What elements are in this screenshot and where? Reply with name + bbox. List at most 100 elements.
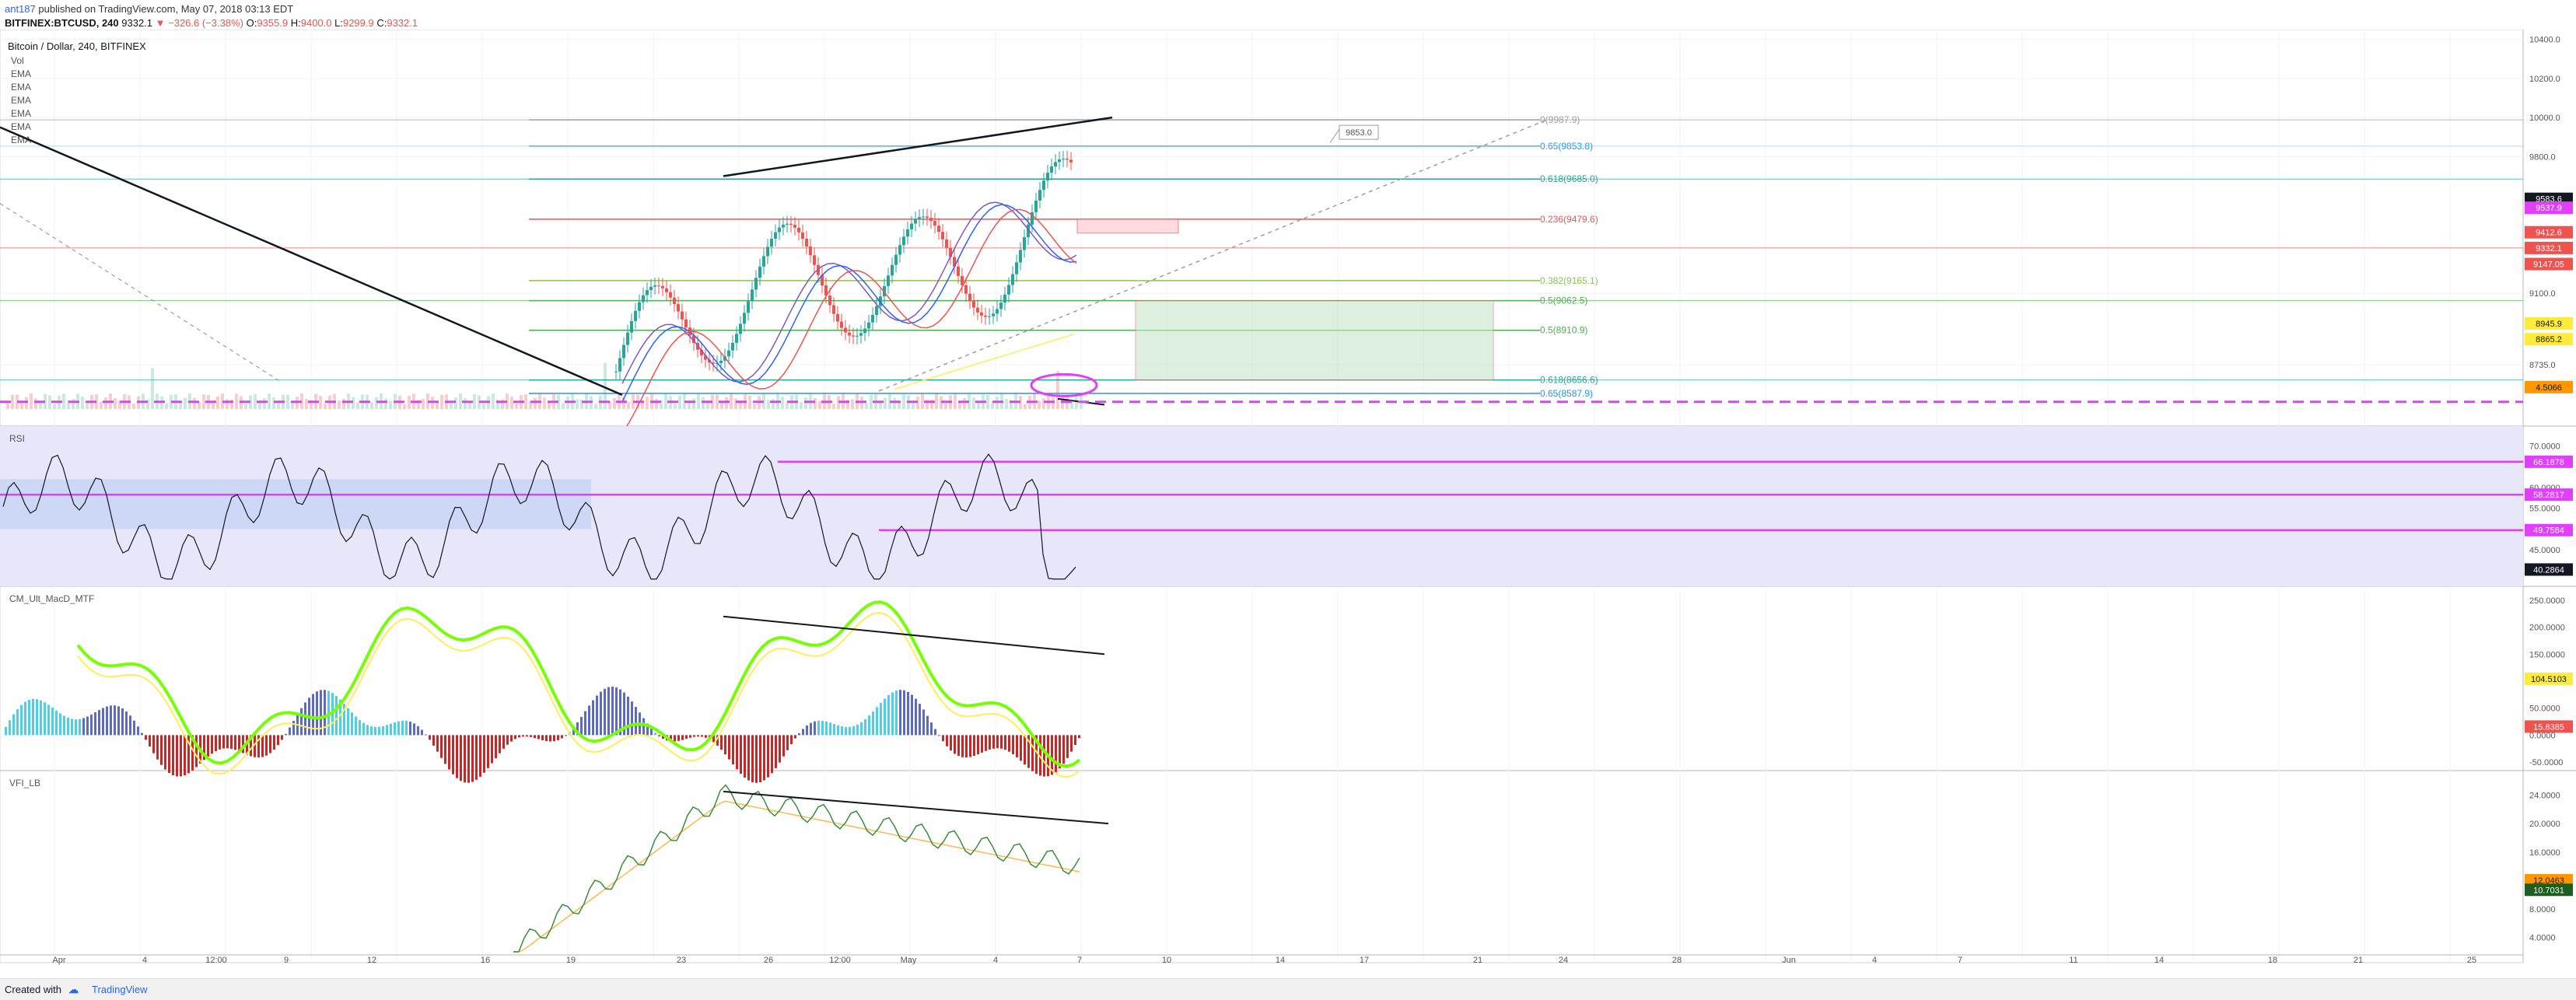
macd-histogram-bar [211,735,213,754]
volume-bar [104,397,107,409]
macd-histogram-bar [168,735,170,774]
candle-body [743,313,746,324]
candle-body [684,319,688,328]
candle-body [735,334,738,343]
price-label: 9537.9 [2536,204,2562,213]
macd-histogram-bar [798,733,800,736]
time-tick: 7 [1077,956,1082,965]
macd-histogram-bar [117,706,120,736]
volume-bar [534,397,537,409]
macd-histogram-bar [106,706,108,736]
macd-histogram-bar [518,735,520,738]
macd-histogram-bar [635,707,637,736]
macd-histogram-bar [950,735,952,751]
volume-bar [991,403,994,409]
macd-histogram-bar [51,708,54,736]
volume-bar [958,400,961,409]
volume-bar [67,400,70,409]
macd-histogram-bar [1039,735,1041,776]
time-tick: 23 [677,956,686,965]
candle-body [964,285,968,294]
volume-bar [641,402,644,409]
vfi-tick: 16.0000 [2529,848,2560,858]
macd-histogram-bar [409,722,411,736]
volume-bar [39,400,42,409]
macd-histogram-bar [549,735,551,742]
volume-bar [436,402,439,409]
time-tick: 21 [2354,956,2363,965]
macd-tick: 150.0000 [2529,650,2565,659]
candle-body [797,227,800,233]
macd-histogram-bar [254,735,256,757]
macd-histogram-bar [12,714,15,736]
vfi-divergence-line [723,790,1109,825]
candle-body [1003,294,1006,303]
volume-bar [86,403,89,409]
volume-bar [100,401,103,409]
volume-bar [725,397,728,409]
volume-bar [879,401,882,409]
macd-histogram-bar [1008,735,1010,752]
macd-histogram-bar [833,724,835,736]
volume-bar [230,400,233,409]
candle-body [1011,274,1014,285]
price-tick: 9100.0 [2529,289,2556,299]
time-tick: 16 [481,956,490,965]
volume-bar [935,393,938,409]
candle-body [630,320,633,333]
volume-bar [515,403,518,409]
tradingview-brand[interactable]: TradingView [92,984,148,995]
macd-histogram-bar [903,690,905,736]
author-link[interactable]: ant187 [5,3,36,15]
macd-histogram-bar [397,721,400,736]
candle-body [863,328,866,334]
macd-histogram-bar [732,735,734,765]
volume-bar [1042,398,1045,409]
candle-body [1058,159,1061,163]
candle-body [805,239,808,247]
macd-histogram-bar [312,694,314,736]
macd-histogram-bar [460,735,462,781]
volume-bar [706,402,709,409]
price-label-bg [2525,201,2573,215]
macd-histogram-bar [771,735,773,774]
macd-histogram-bar [841,726,843,736]
volume-bar [48,395,51,409]
rsi-line [2,453,1076,580]
chart-svg[interactable]: 10400.0 10200.0 10000.0 9800.0 9100.0 8735.0 B… [0,29,2576,978]
macd-histogram-bar [347,708,349,736]
volume-bar [184,397,187,409]
volume-bar [417,400,420,409]
candle-body [988,316,991,317]
macd-histogram-bar [219,735,221,750]
price-label-bg [2525,241,2573,254]
volume-bar [739,400,742,409]
candle-body [1050,166,1053,173]
macd-histogram-bar [234,735,236,750]
candle-body [961,275,964,285]
volume-bar [604,362,607,409]
candle-body [1031,212,1034,225]
chart-area[interactable]: 10400.0 10200.0 10000.0 9800.0 9100.0 8735.0 B… [0,29,2576,986]
macd-histogram-bar [623,692,625,736]
volume-bar [734,398,737,409]
candle-body [778,227,781,233]
macd-divergence-line [723,615,1105,656]
volume-bar [277,401,280,409]
macd-histogram-bar [541,735,544,740]
macd-histogram-bar [965,735,968,758]
volume-bar [356,402,359,409]
volume-bar [576,399,579,409]
volume-bar [450,401,453,409]
volume-bar [688,400,691,409]
candle-body [754,278,758,290]
macd-histogram-bar [5,726,7,736]
volume-bar [342,398,345,409]
candle-body [836,313,839,322]
volume-bar [926,399,929,409]
macd-tick: 50.0000 [2529,705,2560,714]
candle-body [1069,159,1073,163]
tradingview-logo-icon[interactable]: ☁ [68,984,79,995]
macd-histogram-bar [24,701,26,736]
macd-histogram-bar [1043,735,1045,777]
